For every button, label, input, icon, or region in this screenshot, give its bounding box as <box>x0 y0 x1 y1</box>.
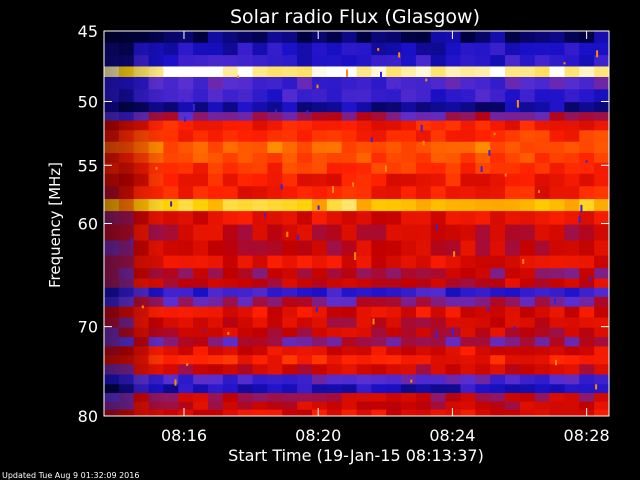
heatmap-speckle <box>372 318 375 325</box>
heatmap-speckle <box>316 84 319 89</box>
heatmap-speckle <box>184 116 186 122</box>
heatmap-speckle <box>370 137 373 143</box>
heatmap-speckle <box>141 305 144 309</box>
heatmap-speckle <box>264 213 266 217</box>
heatmap-speckle <box>453 251 456 257</box>
heatmap-speckle <box>297 234 300 241</box>
heatmap-speckle <box>504 87 507 92</box>
heatmap-speckle <box>174 379 177 386</box>
heatmap-speckle <box>538 190 540 193</box>
heatmap-speckle <box>170 201 173 207</box>
y-tick-label: 55 <box>78 156 98 175</box>
heatmap-speckle <box>227 331 230 335</box>
heatmap-shading <box>104 31 609 416</box>
heatmap-speckle <box>596 50 599 58</box>
y-tick-label: 50 <box>78 93 98 112</box>
plot-area <box>104 31 610 417</box>
heatmap-speckle <box>578 216 581 223</box>
heatmap-speckle <box>513 326 516 329</box>
heatmap-speckle <box>595 384 598 390</box>
heatmap-speckle <box>580 204 583 213</box>
heatmap-speckle <box>274 109 277 113</box>
heatmap-speckle <box>555 359 557 366</box>
heatmap-speckle <box>384 165 387 172</box>
heatmap-speckle <box>315 307 318 312</box>
heatmap-speckle <box>181 99 184 102</box>
x-tick-label: 08:16 <box>161 426 207 445</box>
heatmap-speckle <box>420 124 423 132</box>
heatmap-speckle <box>563 62 566 65</box>
heatmap-speckle <box>398 52 401 58</box>
heatmap-speckle <box>451 327 454 335</box>
heatmap-speckle <box>192 103 195 111</box>
heatmap-speckle <box>317 205 320 210</box>
heatmap-speckle <box>588 276 591 282</box>
x-axis-label: Start Time (19-Jan-15 08:13:37) <box>228 446 484 465</box>
y-axis-label: Frequency [MHz] <box>46 162 64 288</box>
heatmap-speckle <box>186 363 189 366</box>
x-tick-label: 08:24 <box>429 426 475 445</box>
heatmap-speckle <box>480 166 483 172</box>
heatmap-speckle <box>435 224 438 231</box>
heatmap-speckle <box>203 329 205 332</box>
x-axis: 08:16 08:20 08:24 08:28 <box>161 31 610 445</box>
heatmap-speckle <box>422 140 425 146</box>
heatmap-speckle <box>155 166 158 170</box>
heatmap-speckle <box>280 184 283 190</box>
y-tick-label: 80 <box>78 407 98 426</box>
heatmap-speckle <box>237 75 240 78</box>
heatmap-speckle <box>380 71 382 78</box>
heatmap-speckle <box>377 48 380 51</box>
heatmap-speckle <box>352 182 355 187</box>
chart-title: Solar radio Flux (Glasgow) <box>230 6 480 28</box>
heatmap-speckle <box>435 331 438 338</box>
heatmap-speckle <box>585 160 588 163</box>
heatmap-speckle <box>487 307 490 312</box>
y-tick-label: 60 <box>78 215 98 234</box>
heatmap-speckle <box>395 87 398 92</box>
heatmap-speckle <box>488 150 491 156</box>
updated-timestamp: Updated Tue Aug 9 01:32:09 2016 <box>2 471 139 480</box>
x-tick-label: 08:28 <box>564 426 610 445</box>
heatmap-speckle <box>493 132 496 136</box>
heatmap-speckle <box>306 110 309 115</box>
heatmap-speckle <box>191 94 194 99</box>
heatmap-speckle <box>553 297 556 305</box>
heatmap-speckle <box>516 100 519 108</box>
heatmap-speckle <box>504 173 507 177</box>
heatmap-speckle <box>130 237 133 244</box>
heatmap-speckle <box>354 252 357 260</box>
x-tick-label: 08:20 <box>295 426 341 445</box>
heatmap-speckle <box>346 69 348 77</box>
heatmap-speckle <box>410 379 413 383</box>
heatmap-speckle <box>332 186 334 193</box>
heatmap-speckle <box>522 259 525 264</box>
heatmap-speckle <box>286 231 289 237</box>
heatmap-speckle <box>425 78 428 82</box>
y-tick-label: 45 <box>78 22 98 41</box>
y-tick-label: 70 <box>78 318 98 337</box>
y-axis: 45 50 55 60 70 80 <box>78 22 609 426</box>
